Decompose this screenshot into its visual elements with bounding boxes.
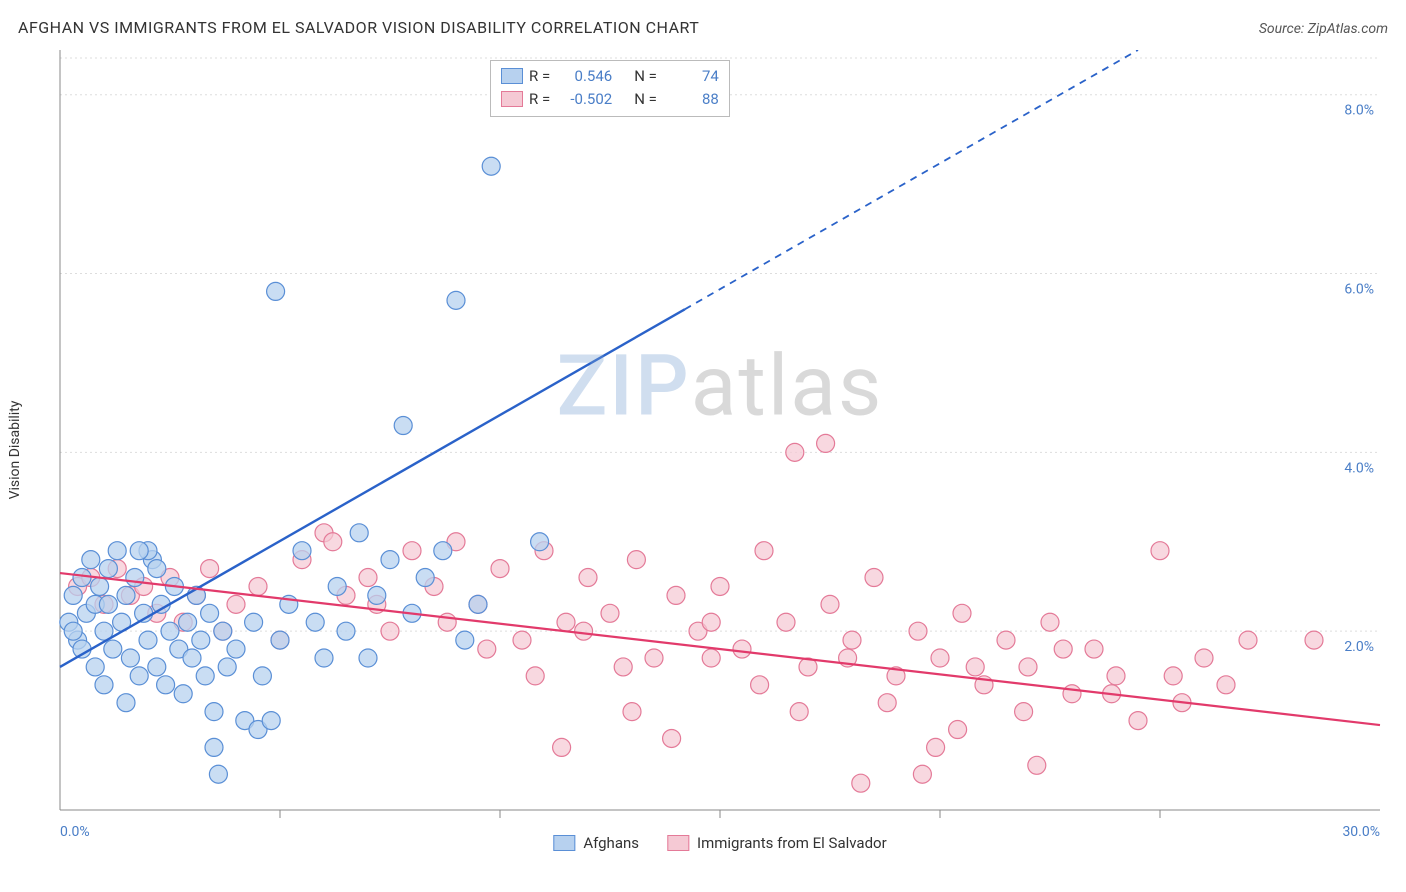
svg-text:4.0%: 4.0% [1344,460,1374,476]
y-axis-label: Vision Disability [7,401,23,500]
legend-item-elsalvador: Immigrants from El Salvador [667,834,887,852]
legend-swatch-elsalvador [501,91,523,107]
r-value-elsalvador: -0.502 [556,88,612,111]
n-label-2: N = [634,88,657,111]
legend-row-afghans: R = 0.546 N = 74 [501,65,719,88]
svg-text:0.0%: 0.0% [60,824,90,840]
svg-text:2.0%: 2.0% [1344,639,1374,655]
legend-label-afghans: Afghans [583,834,639,852]
r-value-afghans: 0.546 [556,65,612,88]
legend-swatch-afghans-bottom [553,835,575,851]
svg-text:8.0%: 8.0% [1344,103,1374,119]
legend-swatch-elsalvador-bottom [667,835,689,851]
series-legend: Afghans Immigrants from El Salvador [553,834,886,852]
correlation-legend: R = 0.546 N = 74 R = -0.502 N = 88 [490,60,730,117]
n-value-afghans: 74 [663,65,719,88]
n-label: N = [634,65,657,88]
chart-title: AFGHAN VS IMMIGRANTS FROM EL SALVADOR VI… [18,18,699,37]
scatter-plot: 2.0% 4.0% 6.0% 8.0% 0.0% 30.0% [50,50,1390,850]
source-attribution: Source: ZipAtlas.com [1259,21,1388,37]
header-bar: AFGHAN VS IMMIGRANTS FROM EL SALVADOR VI… [18,18,1388,37]
svg-text:30.0%: 30.0% [1342,824,1380,840]
chart-area: Vision Disability 2.0%4.0%6.0%8.0%0.0%30… [50,50,1390,850]
legend-row-elsalvador: R = -0.502 N = 88 [501,88,719,111]
legend-swatch-afghans [501,68,523,84]
n-value-elsalvador: 88 [663,88,719,111]
legend-label-elsalvador: Immigrants from El Salvador [697,834,887,852]
svg-text:6.0%: 6.0% [1344,282,1374,298]
r-label-2: R = [529,88,550,111]
r-label: R = [529,65,550,88]
legend-item-afghans: Afghans [553,834,639,852]
